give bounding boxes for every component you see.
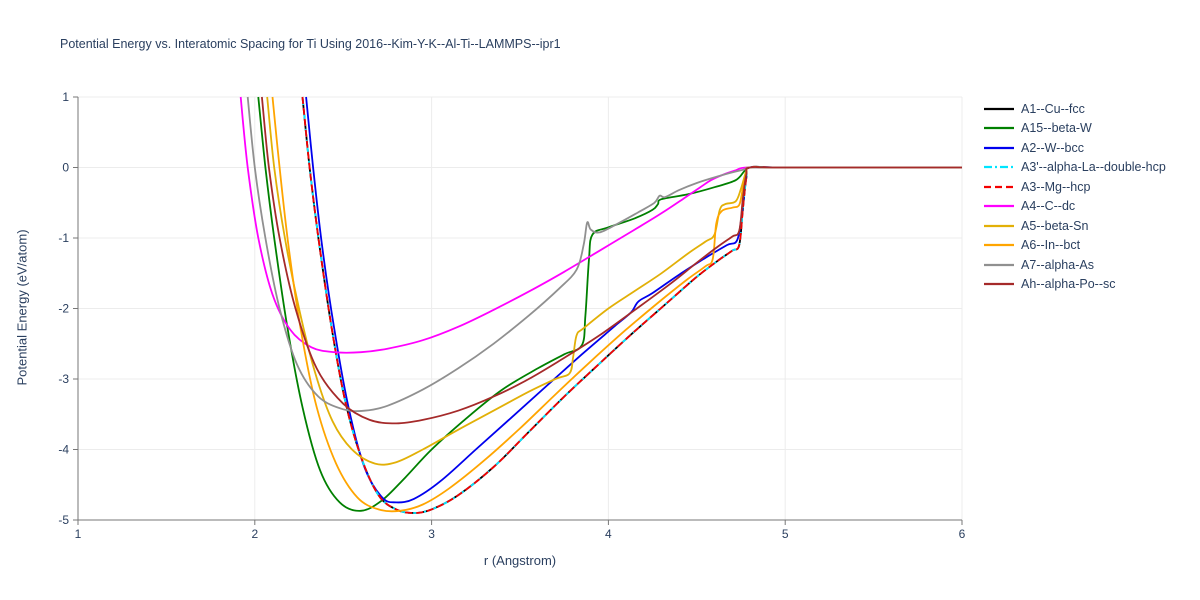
y-tick-label: -1	[58, 231, 69, 245]
series-line-A5--beta-Sn	[266, 96, 962, 466]
legend-item-A1--Cu--fcc[interactable]: A1--Cu--fcc	[983, 99, 1166, 119]
legend-label: A4--C--dc	[1021, 199, 1076, 214]
x-axis-title: r (Angstrom)	[483, 553, 557, 568]
legend: A1--Cu--fcc A15--beta-W A2--W--bcc A3'--alp…	[983, 99, 1166, 294]
series-line-A6--In--bct	[271, 96, 962, 513]
legend-label: A3'--alpha-La--double-hcp	[1021, 160, 1166, 175]
legend-swatch-icon	[984, 127, 1014, 130]
legend-item-A6--In--bct[interactable]: A6--In--bct	[983, 236, 1166, 256]
legend-swatch-icon	[984, 263, 1014, 266]
legend-item-A7--alpha-As[interactable]: A7--alpha-As	[983, 255, 1166, 275]
legend-item-A3--Mg--hcp[interactable]: A3--Mg--hcp	[983, 177, 1166, 197]
y-tick-label: -3	[58, 372, 69, 386]
y-tick-label: 0	[62, 161, 69, 175]
y-tick-label: -2	[58, 302, 69, 316]
y-tick-label: -4	[58, 443, 69, 457]
series-line-A1--Cu--fcc	[301, 96, 962, 514]
series-line-A3--Mg--hcp	[301, 96, 962, 514]
legend-swatch-icon	[984, 224, 1014, 227]
legend-item-Ah--alpha-Po--sc[interactable]: Ah--alpha-Po--sc	[983, 275, 1166, 295]
x-tick-label: 1	[75, 527, 82, 541]
legend-label: A1--Cu--fcc	[1021, 101, 1085, 116]
legend-item-A3'--alpha-La--double-hcp[interactable]: A3'--alpha-La--double-hcp	[983, 158, 1166, 178]
legend-swatch-icon	[984, 107, 1014, 110]
legend-item-A4--C--dc[interactable]: A4--C--dc	[983, 197, 1166, 217]
legend-swatch-icon	[984, 185, 1014, 188]
legend-item-A5--beta-Sn[interactable]: A5--beta-Sn	[983, 216, 1166, 236]
legend-label: A2--W--bcc	[1021, 140, 1084, 155]
series-line-A15--beta-W	[257, 96, 962, 512]
x-tick-label: 6	[959, 527, 966, 541]
x-tick-label: 2	[251, 527, 258, 541]
y-tick-label: 1	[62, 90, 69, 104]
series-line-A7--alpha-As	[246, 96, 962, 413]
legend-swatch-icon	[984, 166, 1014, 169]
x-tick-label: 4	[605, 527, 612, 541]
legend-swatch-icon	[984, 283, 1014, 286]
chart-title: Potential Energy vs. Interatomic Spacing…	[60, 37, 561, 51]
legend-item-A2--W--bcc[interactable]: A2--W--bcc	[983, 138, 1166, 158]
x-tick-label: 3	[428, 527, 435, 541]
legend-label: A7--alpha-As	[1021, 257, 1094, 272]
series-line-Ah--alpha-Po--sc	[261, 96, 962, 425]
legend-label: A5--beta-Sn	[1021, 218, 1089, 233]
legend-label: A3--Mg--hcp	[1021, 179, 1091, 194]
legend-item-A15--beta-W[interactable]: A15--beta-W	[983, 119, 1166, 139]
x-tick-label: 5	[782, 527, 789, 541]
y-axis-title: Potential Energy (eV/atom)	[14, 229, 30, 386]
legend-swatch-icon	[984, 205, 1014, 208]
y-tick-label: -5	[58, 513, 69, 527]
series-line-A2--W--bcc	[305, 96, 962, 504]
legend-swatch-icon	[984, 244, 1014, 247]
legend-label: A6--In--bct	[1021, 238, 1081, 253]
legend-label: A15--beta-W	[1021, 121, 1092, 136]
legend-swatch-icon	[984, 146, 1014, 149]
series-line-A3'--alpha-La--double-hcp	[301, 96, 962, 514]
legend-label: Ah--alpha-Po--sc	[1021, 277, 1116, 292]
